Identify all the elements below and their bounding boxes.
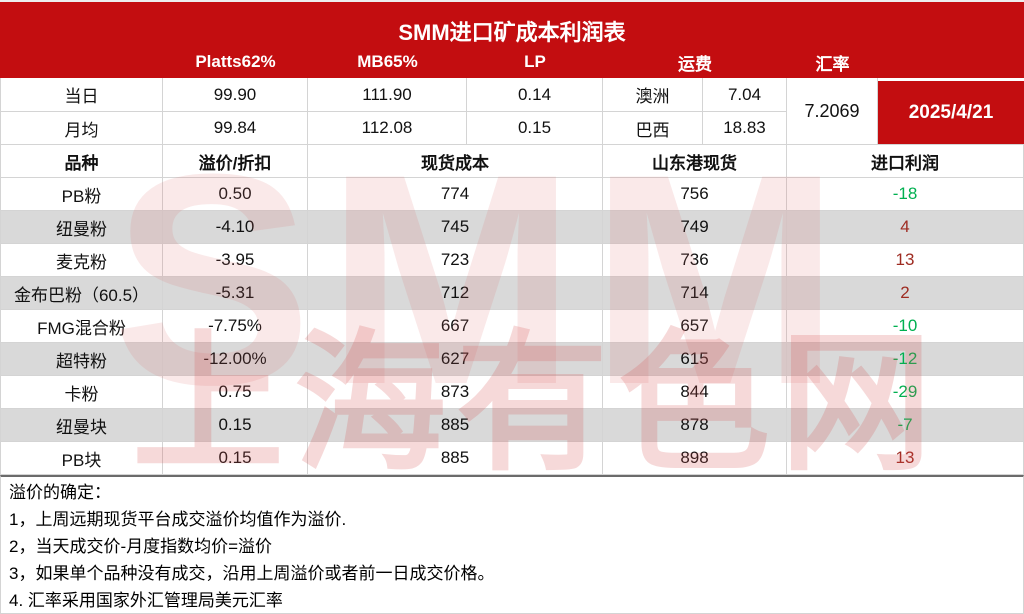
price-section: 当日 99.90 111.90 0.14 澳洲 7.04 月均 99.84 11… [0, 78, 1024, 145]
table-row: 金布巴粉（60.5） -5.31 712 714 2 [0, 277, 1024, 310]
col-header-spot-cost: 现货成本 [308, 145, 603, 178]
col-header-platts62: Platts62% [195, 52, 276, 71]
spot-cost-cell: 723 [308, 244, 603, 277]
header-band: SMM进口矿成本利润表 Platts62% MB65% LP 运费 汇率 [0, 2, 1024, 78]
note-line: 3，如果单个品种没有成交，沿用上周溢价或者前一日成交价格。 [9, 564, 495, 583]
lp-daily-value: 0.14 [467, 78, 603, 112]
variety-cell: 金布巴粉（60.5） [0, 277, 163, 310]
note-line: 1，上周远期现货平台成交溢价均值作为溢价. [9, 510, 347, 529]
table-row: 超特粉 -12.00% 627 615 -12 [0, 343, 1024, 376]
notes-heading: 溢价的确定： [9, 483, 111, 502]
date-badge: 2025/4/21 [878, 78, 1024, 145]
import-profit-cell: -12 [787, 343, 1024, 376]
table-row: PB块 0.15 885 898 13 [0, 442, 1024, 475]
table-row: FMG混合粉 -7.75% 667 657 -10 [0, 310, 1024, 343]
variety-cell: PB粉 [0, 178, 163, 211]
note-line: 4. 汇率采用国家外汇管理局美元汇率 [9, 591, 283, 610]
import-profit-cell: -18 [787, 178, 1024, 211]
import-profit-cell: 2 [787, 277, 1024, 310]
spot-cost-cell: 885 [308, 442, 603, 475]
table-row: 卡粉 0.75 873 844 -29 [0, 376, 1024, 409]
note-line: 2，当天成交价-月度指数均价=溢价 [9, 537, 273, 556]
variety-cell: 麦克粉 [0, 244, 163, 277]
table-row: 纽曼块 0.15 885 878 -7 [0, 409, 1024, 442]
premium-cell: 0.15 [163, 442, 308, 475]
premium-cell: -5.31 [163, 277, 308, 310]
premium-cell: 0.50 [163, 178, 308, 211]
import-profit-cell: -7 [787, 409, 1024, 442]
price-row-label: 月均 [0, 112, 163, 145]
spot-cost-cell: 667 [308, 310, 603, 343]
spot-cost-cell: 885 [308, 409, 603, 442]
shandong-spot-cell: 749 [603, 211, 787, 244]
spot-cost-cell: 774 [308, 178, 603, 211]
import-profit-cell: -29 [787, 376, 1024, 409]
col-header-empty [0, 46, 163, 78]
table-row: 纽曼粉 -4.10 745 749 4 [0, 211, 1024, 244]
price-row-label: 当日 [0, 78, 163, 112]
col-header-import-profit: 进口利润 [787, 145, 1024, 178]
shandong-spot-cell: 657 [603, 310, 787, 343]
spot-cost-cell: 745 [308, 211, 603, 244]
import-profit-cell: -10 [787, 310, 1024, 343]
shandong-spot-cell: 714 [603, 277, 787, 310]
spot-cost-cell: 712 [308, 277, 603, 310]
variety-cell: 卡粉 [0, 376, 163, 409]
col-header-mb65: MB65% [357, 52, 418, 71]
variety-cell: FMG混合粉 [0, 310, 163, 343]
shandong-spot-cell: 844 [603, 376, 787, 409]
premium-cell: -12.00% [163, 343, 308, 376]
variety-cell: 纽曼块 [0, 409, 163, 442]
import-profit-cell: 13 [787, 244, 1024, 277]
variety-cell: PB块 [0, 442, 163, 475]
exchange-rate-value: 7.2069 [787, 78, 878, 145]
shandong-spot-cell: 878 [603, 409, 787, 442]
freight-brazil-value: 18.83 [703, 112, 787, 145]
shandong-spot-cell: 615 [603, 343, 787, 376]
col-header-freight: 运费 [678, 54, 712, 74]
col-header-exchange-rate: 汇率 [815, 54, 850, 74]
col-header-date-spacer [878, 46, 1024, 78]
premium-cell: 0.75 [163, 376, 308, 409]
shandong-spot-cell: 898 [603, 442, 787, 475]
price-row-monthly: 月均 99.84 112.08 0.15 巴西 18.83 [0, 112, 787, 145]
mb65-monthly-value: 112.08 [308, 112, 467, 145]
cost-table-header: 品种 溢价/折扣 现货成本 山东港现货 进口利润 [0, 145, 1024, 178]
freight-route-brazil: 巴西 [603, 112, 703, 145]
freight-australia-value: 7.04 [703, 78, 787, 112]
price-row-daily: 当日 99.90 111.90 0.14 澳洲 7.04 [0, 78, 787, 112]
price-column-headers: Platts62% MB65% LP 运费 汇率 [0, 46, 1024, 78]
table-row: 麦克粉 -3.95 723 736 13 [0, 244, 1024, 277]
variety-cell: 超特粉 [0, 343, 163, 376]
variety-cell: 纽曼粉 [0, 211, 163, 244]
col-header-shandong-spot: 山东港现货 [603, 145, 787, 178]
shandong-spot-cell: 756 [603, 178, 787, 211]
freight-route-australia: 澳洲 [603, 78, 703, 112]
premium-cell: -7.75% [163, 310, 308, 343]
platts-monthly-value: 99.84 [163, 112, 308, 145]
shandong-spot-cell: 736 [603, 244, 787, 277]
premium-cell: -4.10 [163, 211, 308, 244]
spot-cost-cell: 627 [308, 343, 603, 376]
col-header-variety: 品种 [0, 145, 163, 178]
import-profit-cell: 4 [787, 211, 1024, 244]
table-row: PB粉 0.50 774 756 -18 [0, 178, 1024, 211]
lp-monthly-value: 0.15 [467, 112, 603, 145]
mb65-daily-value: 111.90 [308, 78, 467, 112]
notes-section: 溢价的确定： 1，上周远期现货平台成交溢价均值作为溢价. 2，当天成交价-月度指… [0, 475, 1024, 614]
premium-cell: -3.95 [163, 244, 308, 277]
import-profit-cell: 13 [787, 442, 1024, 475]
spot-cost-cell: 873 [308, 376, 603, 409]
col-header-lp: LP [524, 52, 546, 71]
premium-cell: 0.15 [163, 409, 308, 442]
platts-daily-value: 99.90 [163, 78, 308, 112]
page-title: SMM进口矿成本利润表 [398, 20, 626, 45]
col-header-premium: 溢价/折扣 [163, 145, 308, 178]
